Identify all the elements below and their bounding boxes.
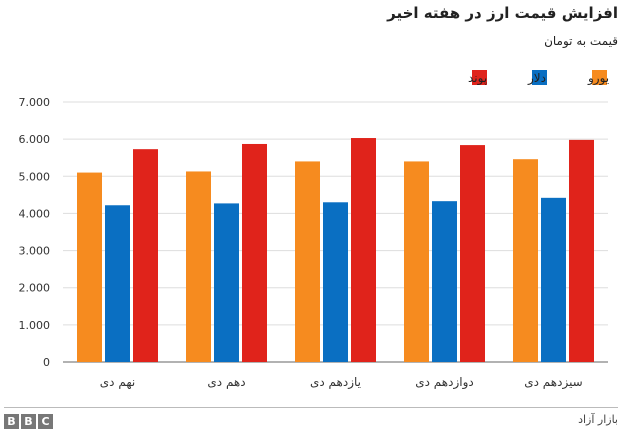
- x-axis: نهم دی دهم دی یازدهم دی دوازدهم دی سیزدهم دی: [100, 375, 583, 390]
- bbc-logo-letter: C: [38, 414, 53, 429]
- y-tick-label: 7.000: [19, 96, 51, 109]
- x-tick-label: دوازدهم دی: [415, 375, 473, 390]
- bars: [77, 138, 594, 362]
- x-tick-label: یازدهم دی: [310, 375, 361, 390]
- bar: [541, 197, 566, 362]
- legend-swatch: [472, 70, 487, 85]
- legend-swatch: [592, 70, 607, 85]
- y-tick-label: 5.000: [19, 170, 51, 183]
- bar: [460, 145, 485, 362]
- footer-divider: [4, 407, 618, 408]
- x-tick-label: سیزدهم دی: [524, 375, 583, 390]
- legend-label: پوند: [468, 71, 487, 86]
- legend-label: دلار: [527, 71, 546, 86]
- y-tick-label: 4.000: [19, 207, 51, 220]
- x-tick-label: نهم دی: [100, 375, 135, 389]
- bbc-logo-letter: B: [4, 414, 19, 429]
- bar-chart: یورو دلار پوند 0 1.000 2.000 3.000 4.000 5.000 6…: [19, 70, 609, 390]
- legend-label: یورو: [587, 71, 609, 86]
- bar: [186, 171, 211, 362]
- y-tick-label: 6.000: [19, 133, 51, 146]
- y-tick-label: 2.000: [19, 282, 51, 295]
- bbc-logo-letter: B: [21, 414, 36, 429]
- bbc-logo: B B C: [4, 414, 53, 429]
- bar: [133, 149, 158, 362]
- bar: [513, 159, 538, 362]
- chart-title: افزایش قیمت ارز در هفته اخیر: [387, 4, 618, 22]
- legend: یورو دلار پوند: [468, 70, 609, 86]
- bar: [432, 201, 457, 362]
- source-label: بازار آزاد: [578, 413, 618, 426]
- bar: [569, 139, 594, 362]
- chart-subtitle: قیمت به تومان: [544, 34, 618, 48]
- bar: [77, 172, 102, 362]
- bar: [214, 203, 239, 362]
- bar: [105, 205, 130, 362]
- bar: [242, 143, 267, 362]
- bar: [323, 202, 348, 362]
- legend-swatch: [532, 70, 547, 85]
- y-tick-label: 0: [43, 356, 50, 369]
- bar: [404, 161, 429, 362]
- bar: [295, 161, 320, 362]
- x-tick-label: دهم دی: [207, 375, 245, 389]
- y-axis: 0 1.000 2.000 3.000 4.000 5.000 6.000 7.000: [19, 96, 51, 369]
- y-tick-label: 1.000: [19, 319, 51, 332]
- bar: [351, 138, 376, 362]
- y-tick-label: 3.000: [19, 245, 51, 258]
